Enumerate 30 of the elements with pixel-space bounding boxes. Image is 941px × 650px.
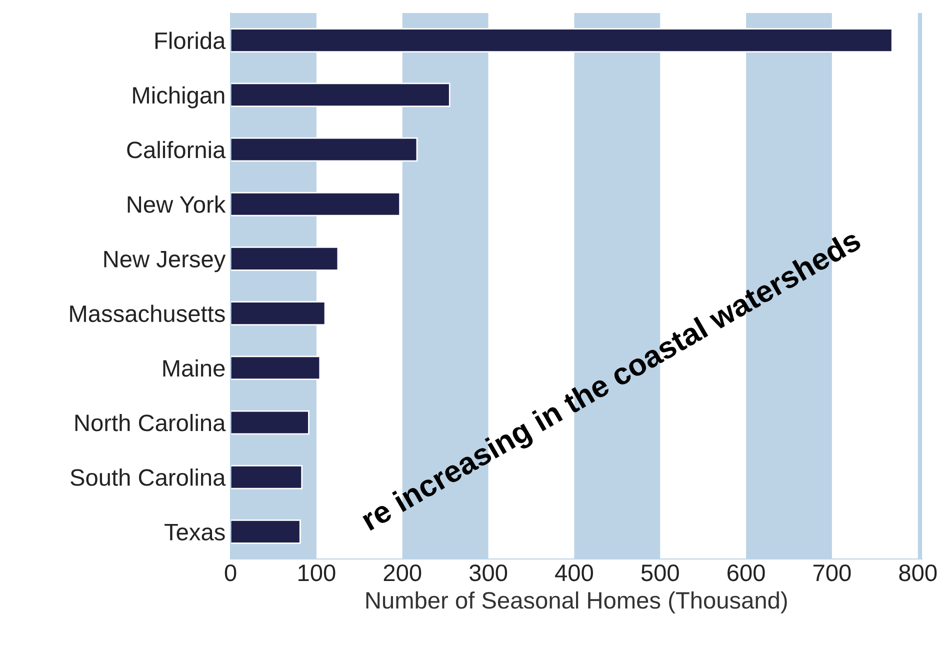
y-tick-label: South Carolina	[70, 468, 226, 486]
x-axis-title: Number of Seasonal Homes (Thousand)	[366, 591, 787, 614]
x-tick-label: 300	[470, 564, 508, 582]
y-tick-label: Texas	[164, 524, 225, 540]
y-tick-label: Florida	[155, 32, 226, 50]
y-tick-label: North Carolina	[75, 414, 226, 432]
x-tick-label: 700	[813, 564, 851, 582]
bar	[230, 301, 326, 326]
y-tick-label: New York	[128, 196, 226, 213]
y-tick-label: Massachusetts	[70, 304, 225, 322]
bar	[230, 192, 400, 216]
bar	[230, 246, 339, 271]
x-tick-label: 800	[899, 564, 937, 582]
x-tick-label: 500	[641, 564, 679, 582]
bar	[230, 137, 418, 162]
y-tick-label: California	[127, 140, 226, 158]
y-tick-label: Maine	[163, 359, 225, 377]
bar	[230, 356, 321, 380]
bar	[230, 82, 450, 108]
y-tick-label: Michigan	[133, 86, 224, 108]
y-tick-label: New Jersey	[104, 251, 226, 272]
x-tick-label: 400	[555, 564, 593, 582]
bar	[230, 410, 310, 435]
x-tick-label: 100	[298, 564, 336, 582]
bar	[230, 28, 893, 52]
bar	[230, 464, 303, 490]
x-tick-label: 200	[384, 564, 422, 582]
bar	[230, 520, 301, 544]
x-tick-label: 600	[728, 564, 765, 582]
x-tick-label: 0	[224, 564, 236, 582]
